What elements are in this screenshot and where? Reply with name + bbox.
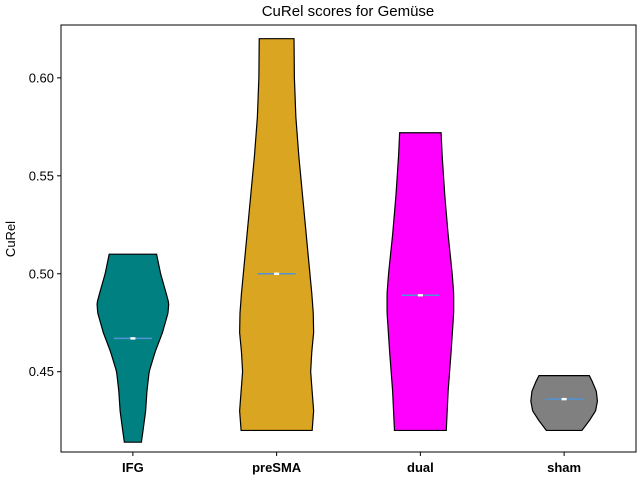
y-tick-label: 0.50 bbox=[29, 266, 54, 281]
x-tick-label-ifg: IFG bbox=[122, 460, 144, 475]
median-marker-ifg bbox=[130, 337, 136, 340]
x-tick-label-presma: preSMA bbox=[252, 460, 302, 475]
median-marker-dual bbox=[417, 294, 423, 297]
x-tick-label-dual: dual bbox=[407, 460, 434, 475]
chart-title: CuRel scores for Gemüse bbox=[262, 3, 435, 20]
violin-layer bbox=[96, 38, 599, 443]
violin-sham bbox=[530, 375, 599, 432]
y-axis-label: CuRel bbox=[3, 221, 18, 257]
violin-presma bbox=[239, 38, 315, 432]
y-tick-label: 0.60 bbox=[29, 70, 54, 85]
y-tick-label: 0.45 bbox=[29, 364, 54, 379]
x-tick-label-sham: sham bbox=[547, 460, 581, 475]
y-tick-label: 0.55 bbox=[29, 168, 54, 183]
y-axis: 0.45 0.50 0.55 0.60 bbox=[29, 70, 61, 379]
plot-frame bbox=[60, 24, 637, 453]
violin-ifg bbox=[96, 253, 170, 443]
median-marker-presma bbox=[274, 272, 280, 275]
violin-dual bbox=[386, 132, 455, 432]
x-axis: IFG preSMA dual sham bbox=[122, 452, 581, 475]
median-marker-sham bbox=[561, 397, 567, 401]
